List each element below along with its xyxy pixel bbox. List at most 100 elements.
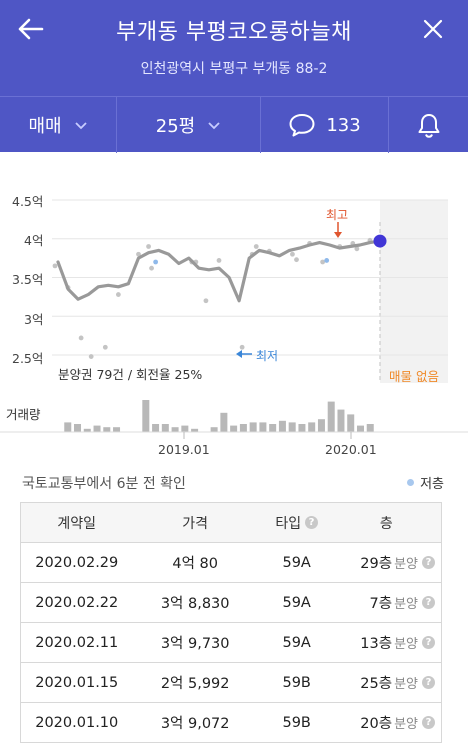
table-row[interactable]: 2020.02.29 4억 80 59A 29층 분양? (21, 543, 441, 583)
presale-stats: 분양권 79건 / 회전율 25% (58, 367, 203, 382)
volume-bar (220, 412, 228, 432)
volume-bar (337, 409, 345, 432)
transaction-dot (153, 259, 159, 265)
table-row[interactable]: 2020.02.11 3억 9,730 59A 13층 분양? (21, 623, 441, 663)
volume-bar (259, 422, 267, 432)
volume-bar (317, 419, 325, 432)
transaction-dot (320, 259, 326, 265)
row-presale-tag: 분양 (394, 557, 418, 572)
volume-bar (239, 424, 247, 432)
comment-count: 133 (326, 114, 361, 136)
help-icon[interactable]: ? (422, 676, 435, 689)
table-header-row: 계약일 가격 타입 ? 층 (21, 503, 441, 543)
y-tick-label: 3억 (24, 312, 44, 327)
volume-bar (278, 420, 286, 432)
volume-bar (161, 424, 169, 432)
table-row[interactable]: 2020.01.10 3억 9,072 59B 20층 분양? (21, 703, 441, 743)
app-header: 부개동 부평코오롱하늘채 인천광역시 부평구 부개동 88-2 (0, 0, 468, 96)
close-button[interactable] (418, 14, 448, 44)
chevron-down-icon (74, 122, 87, 130)
row-type: 59B (282, 674, 311, 691)
transaction-dot (253, 244, 259, 249)
volume-bar (210, 427, 218, 432)
help-icon[interactable]: ? (422, 636, 435, 649)
row-floor: 13층 분양? (332, 632, 442, 653)
price-chart-svg (0, 199, 468, 439)
y-tick-label: 2.5억 (12, 351, 44, 366)
header-type[interactable]: 타입 ? (262, 513, 332, 533)
row-price: 3억 8,830 (160, 596, 230, 612)
page-title: 부개동 부평코오롱하늘채 (116, 20, 352, 45)
volume-bar (356, 425, 364, 432)
row-floor-value: 7층 (369, 596, 393, 612)
size-dropdown[interactable]: 25평 (116, 97, 260, 153)
table-row[interactable]: 2020.01.15 2억 5,992 59B 25층 분양? (21, 663, 441, 703)
low-price-label: 최저 (256, 349, 279, 363)
price-chart[interactable]: 4.5억 4억 3.5억 3억 2.5억 최고 최저 분양권 79건 / 회전율… (0, 152, 468, 468)
row-price: 3억 9,072 (160, 716, 230, 732)
bell-icon (418, 114, 439, 138)
trade-type-dropdown[interactable]: 매매 (0, 97, 116, 153)
x-tick-label: 2020.01 (325, 442, 377, 457)
transaction-dot (290, 251, 295, 257)
address-text: 인천광역시 부평구 부개동 88-2 (140, 61, 328, 77)
volume-bars (64, 400, 374, 432)
volume-bar (171, 427, 179, 432)
current-price-marker (373, 234, 387, 248)
back-arrow-icon (18, 18, 44, 40)
y-tick-label: 3.5억 (12, 272, 44, 287)
info-row: 국토교통부에서 6분 전 확인 저층 (0, 468, 468, 498)
size-label: 25평 (155, 116, 196, 137)
volume-bar (152, 424, 160, 432)
header-price: 가격 (182, 515, 209, 532)
legend-low-label: 저층 (420, 477, 444, 492)
x-tick-label: 2019.01 (158, 442, 210, 457)
transaction-dot (294, 257, 299, 263)
row-presale-tag: 분양 (394, 597, 418, 612)
row-price: 4억 80 (172, 556, 218, 572)
row-floor: 7층 분양? (332, 592, 442, 613)
low-arrow-head (236, 350, 242, 358)
row-floor: 29층 분양? (332, 552, 442, 573)
help-icon[interactable]: ? (422, 556, 435, 569)
transaction-dot (115, 292, 121, 297)
transaction-dot (136, 251, 141, 257)
filter-toolbar: 매매 25평 133 (0, 96, 468, 153)
header-date: 계약일 (57, 515, 97, 532)
trade-type-label: 매매 (28, 116, 62, 137)
table-row[interactable]: 2020.02.22 3억 8,830 59A 7층 분양? (21, 583, 441, 623)
volume-label: 거래량 (6, 407, 41, 422)
alert-button[interactable] (388, 97, 468, 153)
row-type: 59A (282, 634, 311, 651)
help-icon[interactable]: ? (305, 516, 319, 529)
back-button[interactable] (14, 14, 48, 44)
volume-bar (64, 422, 72, 432)
transaction-dot (102, 344, 108, 350)
help-icon[interactable]: ? (422, 596, 435, 609)
high-price-label: 최고 (326, 208, 349, 222)
header-floor: 층 (379, 515, 393, 532)
row-date: 2020.01.10 (35, 714, 119, 731)
y-tick-label: 4.5억 (12, 194, 44, 209)
volume-bar (142, 400, 150, 432)
future-shade (380, 200, 448, 383)
legend-dot-icon (407, 479, 415, 486)
help-icon[interactable]: ? (422, 716, 435, 729)
transaction-dot (324, 258, 330, 263)
volume-bar (83, 428, 91, 432)
row-date: 2020.02.29 (35, 554, 119, 571)
y-tick-label: 4억 (24, 233, 44, 248)
volume-bar (230, 425, 238, 432)
row-floor-value: 29층 (360, 556, 393, 572)
comments-button[interactable]: 133 (260, 97, 388, 153)
volume-bar (288, 422, 296, 432)
transaction-dot (203, 298, 209, 304)
row-presale-tag: 분양 (394, 677, 418, 692)
transaction-dot (216, 258, 222, 263)
chevron-down-icon (208, 122, 220, 130)
header-type-label: 타입 (275, 515, 302, 532)
row-type: 59A (282, 594, 311, 611)
volume-bar (181, 425, 189, 432)
no-listing-label: 매물 없음 (389, 369, 439, 384)
update-source-text: 국토교통부에서 6분 전 확인 (22, 476, 186, 492)
